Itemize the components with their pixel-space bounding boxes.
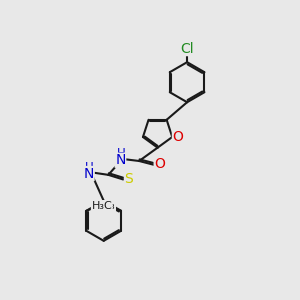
Text: H₃C: H₃C xyxy=(92,201,112,211)
Text: H: H xyxy=(85,161,94,174)
Text: S: S xyxy=(124,172,133,186)
Text: H: H xyxy=(117,147,125,160)
Text: N: N xyxy=(84,167,94,181)
Text: O: O xyxy=(154,157,165,171)
Text: CH₃: CH₃ xyxy=(95,201,116,211)
Text: O: O xyxy=(172,130,183,144)
Text: Cl: Cl xyxy=(180,42,194,56)
Text: N: N xyxy=(115,153,126,167)
